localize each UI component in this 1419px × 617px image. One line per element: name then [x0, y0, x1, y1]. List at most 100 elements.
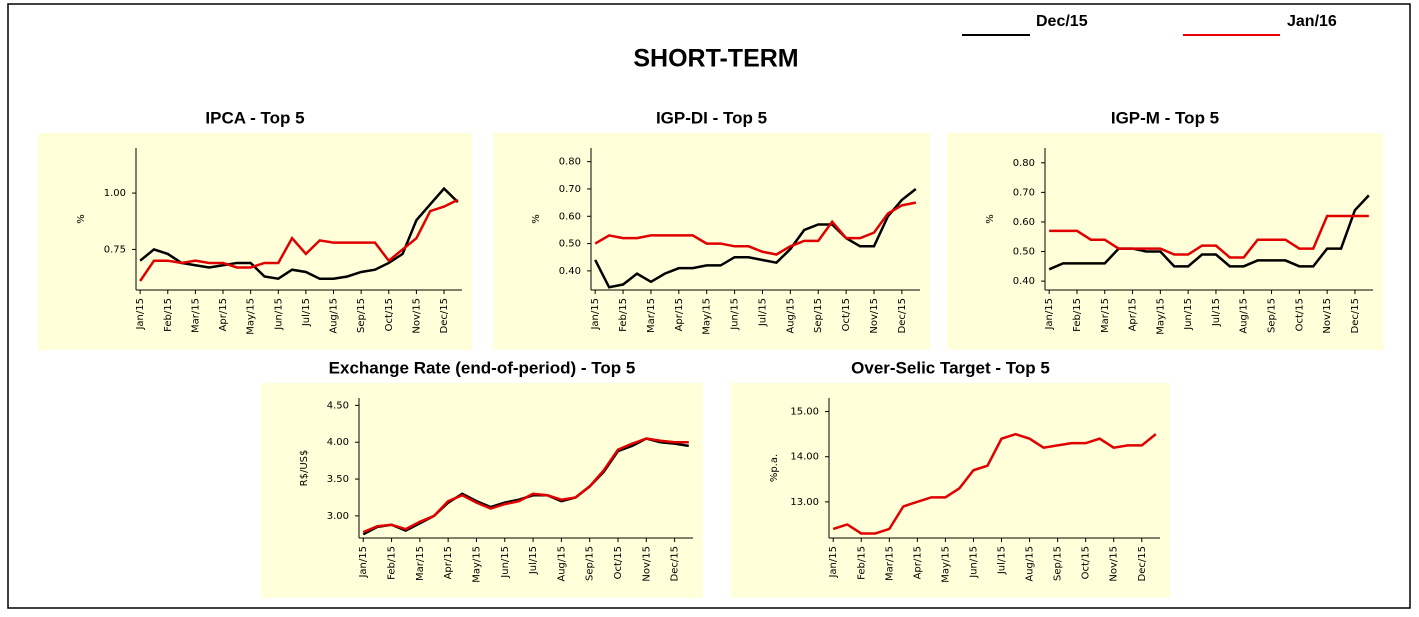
chart-title: IPCA - Top 5 [205, 108, 304, 127]
series-line [1049, 214, 1369, 259]
y-tick-label: 0.80 [1013, 158, 1035, 169]
x-tick-label: Feb/15 [1072, 298, 1083, 332]
x-tick-label: Jul/15 [1211, 298, 1222, 327]
x-tick-label: Oct/15 [613, 546, 624, 579]
y-tick-label: 3.50 [327, 474, 349, 485]
y-tick-label: 14.00 [790, 452, 819, 463]
y-tick-label: 1.00 [104, 188, 126, 199]
x-tick-label: Mar/15 [415, 546, 426, 581]
x-tick-label: Dec/15 [439, 298, 450, 333]
x-tick-label: Nov/15 [869, 298, 880, 334]
x-tick-label: Jun/15 [1183, 298, 1194, 331]
x-tick-label: Dec/15 [1350, 298, 1361, 333]
y-axis-label: % [531, 214, 542, 224]
series-line [139, 198, 459, 282]
x-tick-label: Dec/15 [897, 298, 908, 333]
x-tick-label: Mar/15 [884, 546, 895, 581]
series-line [832, 432, 1157, 535]
x-tick-label: Aug/15 [329, 298, 340, 334]
y-axis-label: % [985, 214, 996, 224]
x-tick-label: Apr/15 [218, 298, 229, 331]
frame [7, 3, 1411, 609]
y-tick-label: 0.50 [559, 239, 581, 250]
y-tick-label: 0.60 [1013, 217, 1035, 228]
y-tick-label: 3.00 [327, 511, 349, 522]
x-tick-label: Oct/15 [384, 298, 395, 331]
y-tick-label: 0.50 [1013, 247, 1035, 258]
chart-title: Exchange Rate (end-of-period) - Top 5 [329, 358, 636, 377]
y-tick-label: 4.50 [327, 400, 349, 411]
x-tick-label: Aug/15 [556, 546, 567, 582]
x-tick-label: Sep/15 [1267, 298, 1278, 333]
x-tick-label: Sep/15 [356, 298, 367, 333]
chart-title: IGP-M - Top 5 [1111, 108, 1219, 127]
x-tick-label: Feb/15 [387, 546, 398, 580]
panel [731, 383, 1170, 598]
x-tick-label: Aug/15 [1239, 298, 1250, 334]
x-tick-label: Sep/15 [813, 298, 824, 333]
x-tick-label: Oct/15 [1081, 546, 1092, 579]
chart-title: IGP-DI - Top 5 [656, 108, 767, 127]
panel [38, 133, 472, 350]
x-tick-label: Nov/15 [1322, 298, 1333, 334]
y-tick-label: 0.60 [559, 211, 581, 222]
x-tick-label: Jul/15 [528, 546, 539, 575]
x-tick-label: Jun/15 [968, 546, 979, 579]
series-line [594, 187, 917, 289]
x-tick-label: Jun/15 [500, 546, 511, 579]
x-tick-label: Oct/15 [841, 298, 852, 331]
x-tick-label: Jul/15 [997, 546, 1008, 575]
x-tick-label: Jan/15 [135, 298, 146, 331]
x-tick-label: Dec/15 [1137, 546, 1148, 581]
x-tick-label: May/15 [471, 546, 482, 583]
x-tick-label: Mar/15 [190, 298, 201, 333]
legend-label: Jan/16 [1287, 13, 1337, 30]
x-tick-label: Apr/15 [674, 298, 685, 331]
x-tick-label: Apr/15 [1128, 298, 1139, 331]
panel [493, 133, 930, 350]
series-line [594, 201, 917, 256]
y-tick-label: 0.70 [1013, 187, 1035, 198]
x-tick-label: May/15 [940, 546, 951, 583]
x-tick-label: May/15 [1155, 298, 1166, 335]
y-tick-label: 0.40 [1013, 276, 1035, 287]
x-tick-label: Aug/15 [1025, 546, 1036, 582]
x-tick-label: Nov/15 [411, 298, 422, 334]
x-tick-label: Jan/15 [828, 546, 839, 579]
x-tick-label: Sep/15 [1053, 546, 1064, 581]
x-tick-label: Dec/15 [670, 546, 681, 581]
x-tick-label: Apr/15 [912, 546, 923, 579]
x-tick-label: Nov/15 [641, 546, 652, 582]
y-tick-label: 0.75 [104, 244, 126, 255]
x-tick-label: May/15 [246, 298, 257, 335]
x-tick-label: Feb/15 [856, 546, 867, 580]
x-tick-label: Aug/15 [785, 298, 796, 334]
panel [947, 133, 1383, 350]
y-tick-label: 0.40 [559, 266, 581, 277]
chart-title: Over-Selic Target - Top 5 [851, 358, 1050, 377]
x-tick-label: Mar/15 [646, 298, 657, 333]
x-tick-label: Oct/15 [1294, 298, 1305, 331]
x-tick-label: May/15 [702, 298, 713, 335]
y-tick-label: 15.00 [790, 407, 819, 418]
x-tick-label: Nov/15 [1109, 546, 1120, 582]
y-tick-label: 4.00 [327, 437, 349, 448]
y-tick-label: 0.80 [559, 157, 581, 168]
x-tick-label: Feb/15 [163, 298, 174, 332]
x-tick-label: Sep/15 [585, 546, 596, 581]
series-line [362, 437, 689, 534]
y-axis-label: % [76, 214, 87, 224]
x-tick-label: Jan/15 [1044, 298, 1055, 331]
panel [261, 383, 703, 598]
x-tick-label: Jun/15 [273, 298, 284, 331]
y-tick-label: 13.00 [790, 497, 819, 508]
y-axis-label: %p.a. [769, 454, 780, 482]
x-tick-label: Jul/15 [301, 298, 312, 327]
y-axis-label: R$/US$ [299, 450, 310, 487]
x-tick-label: Jan/15 [358, 546, 369, 579]
series-line [1048, 194, 1370, 271]
x-tick-label: Jul/15 [757, 298, 768, 327]
legend-label: Dec/15 [1036, 13, 1088, 30]
y-tick-label: 0.70 [559, 184, 581, 195]
